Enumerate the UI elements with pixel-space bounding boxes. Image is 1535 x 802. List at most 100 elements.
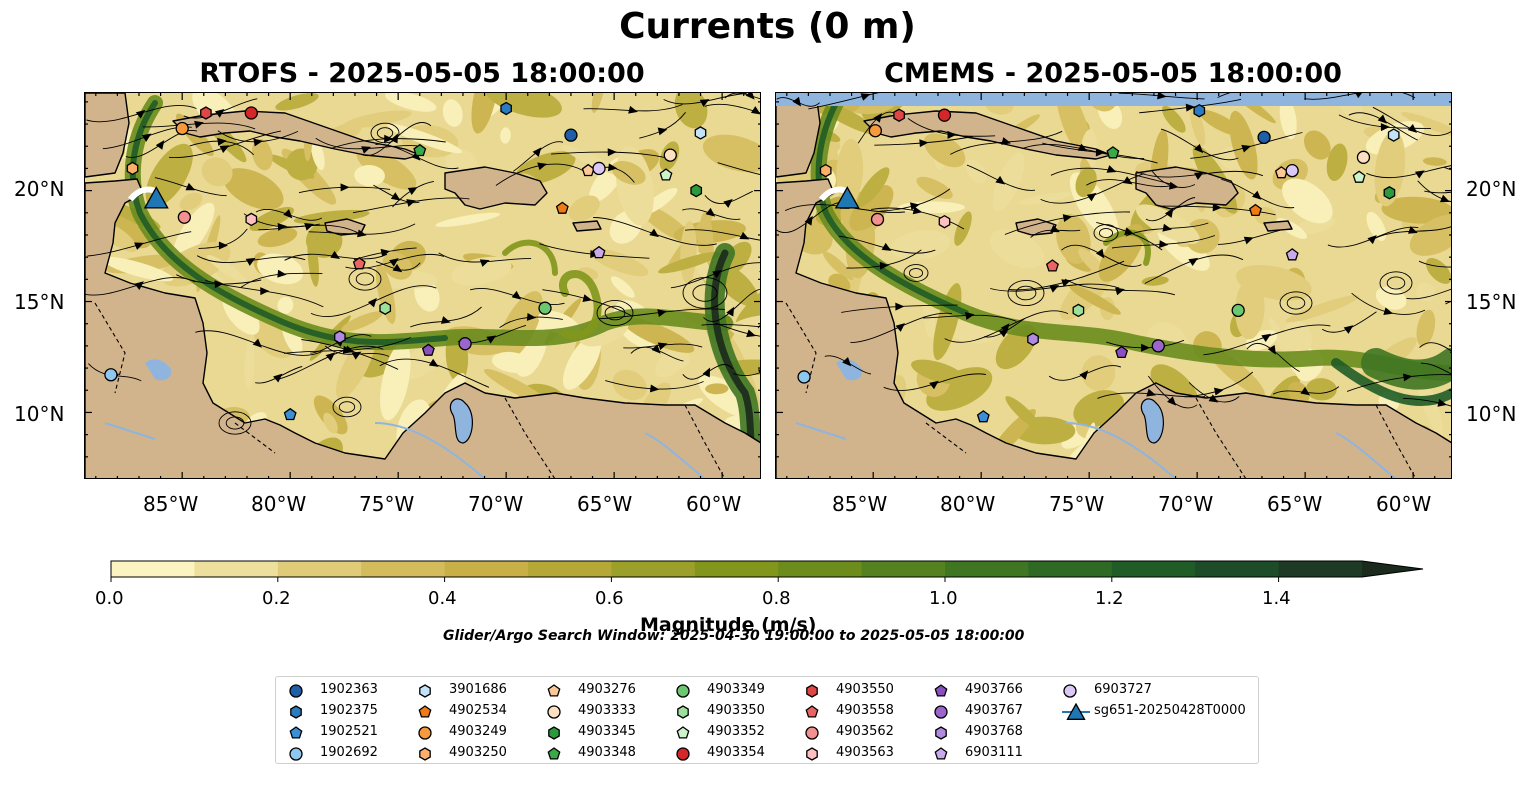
colorbar-segment — [945, 561, 1029, 577]
legend-marker — [289, 747, 303, 761]
current-jet — [815, 100, 969, 316]
legend-label: 4903768 — [965, 724, 1023, 739]
eddy-streamline — [1015, 285, 1037, 301]
lon-label-rtofs: 60°W — [686, 492, 742, 516]
legend-marker — [677, 705, 689, 719]
argo-float-marker — [177, 210, 191, 224]
streamline-arrow — [649, 384, 660, 393]
streamline-arrow — [1162, 223, 1173, 232]
legend-float-marker — [547, 705, 561, 719]
streamline-arrow — [582, 294, 593, 303]
speed-patch — [491, 351, 534, 373]
speed-patch — [1422, 157, 1447, 166]
streamline-arrow — [1354, 93, 1365, 99]
legend-glider-marker — [1066, 703, 1086, 720]
colorbar-tick: 1.4 — [1262, 588, 1291, 609]
streamline-arrow — [705, 207, 716, 217]
streamline-arrow — [1049, 285, 1060, 293]
speed-patch — [244, 338, 255, 389]
legend-label: 4902534 — [449, 703, 507, 718]
streamline-arrow — [389, 258, 399, 267]
streamline-arrow — [1168, 181, 1179, 190]
legend-label: 4903249 — [449, 724, 507, 739]
streamline-arrow — [511, 290, 522, 300]
map-svg-rtofs — [85, 93, 760, 478]
lon-label-cmems: 65°W — [1267, 492, 1323, 516]
legend-label: sg651-20250428T0000 — [1094, 703, 1246, 718]
colorbar-segment — [1195, 561, 1280, 577]
colorbar-segment — [1028, 561, 1113, 577]
streamline-arrow — [1261, 333, 1272, 343]
speed-patch — [1409, 214, 1451, 256]
streamline-arrow — [141, 133, 152, 142]
speed-patch — [1416, 309, 1436, 347]
streamline-arrow — [406, 199, 417, 207]
legend-float-marker — [290, 705, 302, 719]
streamline-arrow — [699, 99, 710, 107]
streamline-arrow — [134, 281, 144, 291]
streamline-arrow — [390, 192, 401, 201]
streamline-arrow — [260, 287, 270, 296]
speed-patch — [435, 212, 500, 227]
argo-float-marker — [1356, 150, 1371, 164]
streamline-arrow — [879, 261, 889, 270]
streamline-arrow — [1380, 123, 1390, 132]
streamline-arrow — [194, 120, 204, 129]
streamline-arrow — [1194, 172, 1204, 180]
colorbar-segment — [1111, 561, 1196, 577]
legend-float-marker — [805, 726, 819, 740]
legend-float-marker — [289, 726, 303, 739]
streamline-arrow — [384, 134, 394, 143]
speed-patch — [735, 279, 760, 327]
argo-float-marker — [1352, 170, 1366, 183]
streamline-arrow — [245, 257, 256, 266]
legend-marker — [547, 684, 561, 697]
colorbar-label: Magnitude (m/s) — [640, 614, 817, 636]
streamline — [1419, 342, 1451, 352]
streamline-arrow — [1437, 398, 1448, 407]
panel-title-rtofs: RTOFS - 2025-05-05 18:00:00 — [199, 58, 645, 89]
streamline-arrow — [367, 297, 377, 308]
puerto-rico-land — [572, 220, 602, 232]
streamline-arrow — [910, 202, 920, 211]
streamline-arrow — [628, 105, 638, 114]
speed-patch — [822, 251, 854, 280]
legend-label: 6903111 — [965, 745, 1023, 760]
colorbar-frame — [110, 560, 1424, 578]
legend-marker — [806, 747, 818, 761]
country-borders — [785, 302, 1417, 478]
streamline-arrow — [351, 351, 362, 360]
lon-label-cmems: 80°W — [940, 492, 996, 516]
lat-label-left: 20°N — [14, 177, 65, 201]
glider-marker — [143, 186, 169, 209]
speed-patch — [1374, 130, 1406, 207]
legend-marker — [290, 705, 302, 719]
argo-float-marker — [868, 124, 882, 138]
lat-label-right: 20°N — [1466, 177, 1517, 201]
colorbar-tick: 1.0 — [929, 588, 958, 609]
argo-float-marker — [458, 337, 472, 351]
streamline-arrow — [1001, 137, 1012, 145]
streamline — [1418, 260, 1451, 268]
legend-marker — [418, 705, 432, 718]
legend-float-marker — [676, 726, 690, 739]
speed-patch — [201, 157, 233, 187]
argo-float-marker — [1383, 186, 1396, 200]
legend-label: 4903766 — [965, 682, 1023, 697]
figure-title: Currents (0 m) — [619, 6, 916, 47]
country-borders — [94, 302, 726, 478]
streamline-arrow — [537, 162, 548, 171]
argo-float-marker — [1285, 248, 1299, 261]
current-jet — [559, 270, 602, 340]
missing-data-band — [776, 93, 1451, 106]
streamline — [1420, 362, 1451, 375]
argo-float-marker — [1231, 303, 1245, 318]
legend-marker — [289, 726, 303, 739]
streamline-arrow — [1439, 194, 1450, 203]
legend-marker — [676, 684, 690, 698]
eddy-streamline — [1093, 224, 1119, 242]
lon-label-cmems: 85°W — [832, 492, 888, 516]
streamline-arrow — [277, 222, 287, 231]
lon-label-rtofs: 65°W — [577, 492, 633, 516]
streamline-arrow — [1343, 325, 1354, 334]
